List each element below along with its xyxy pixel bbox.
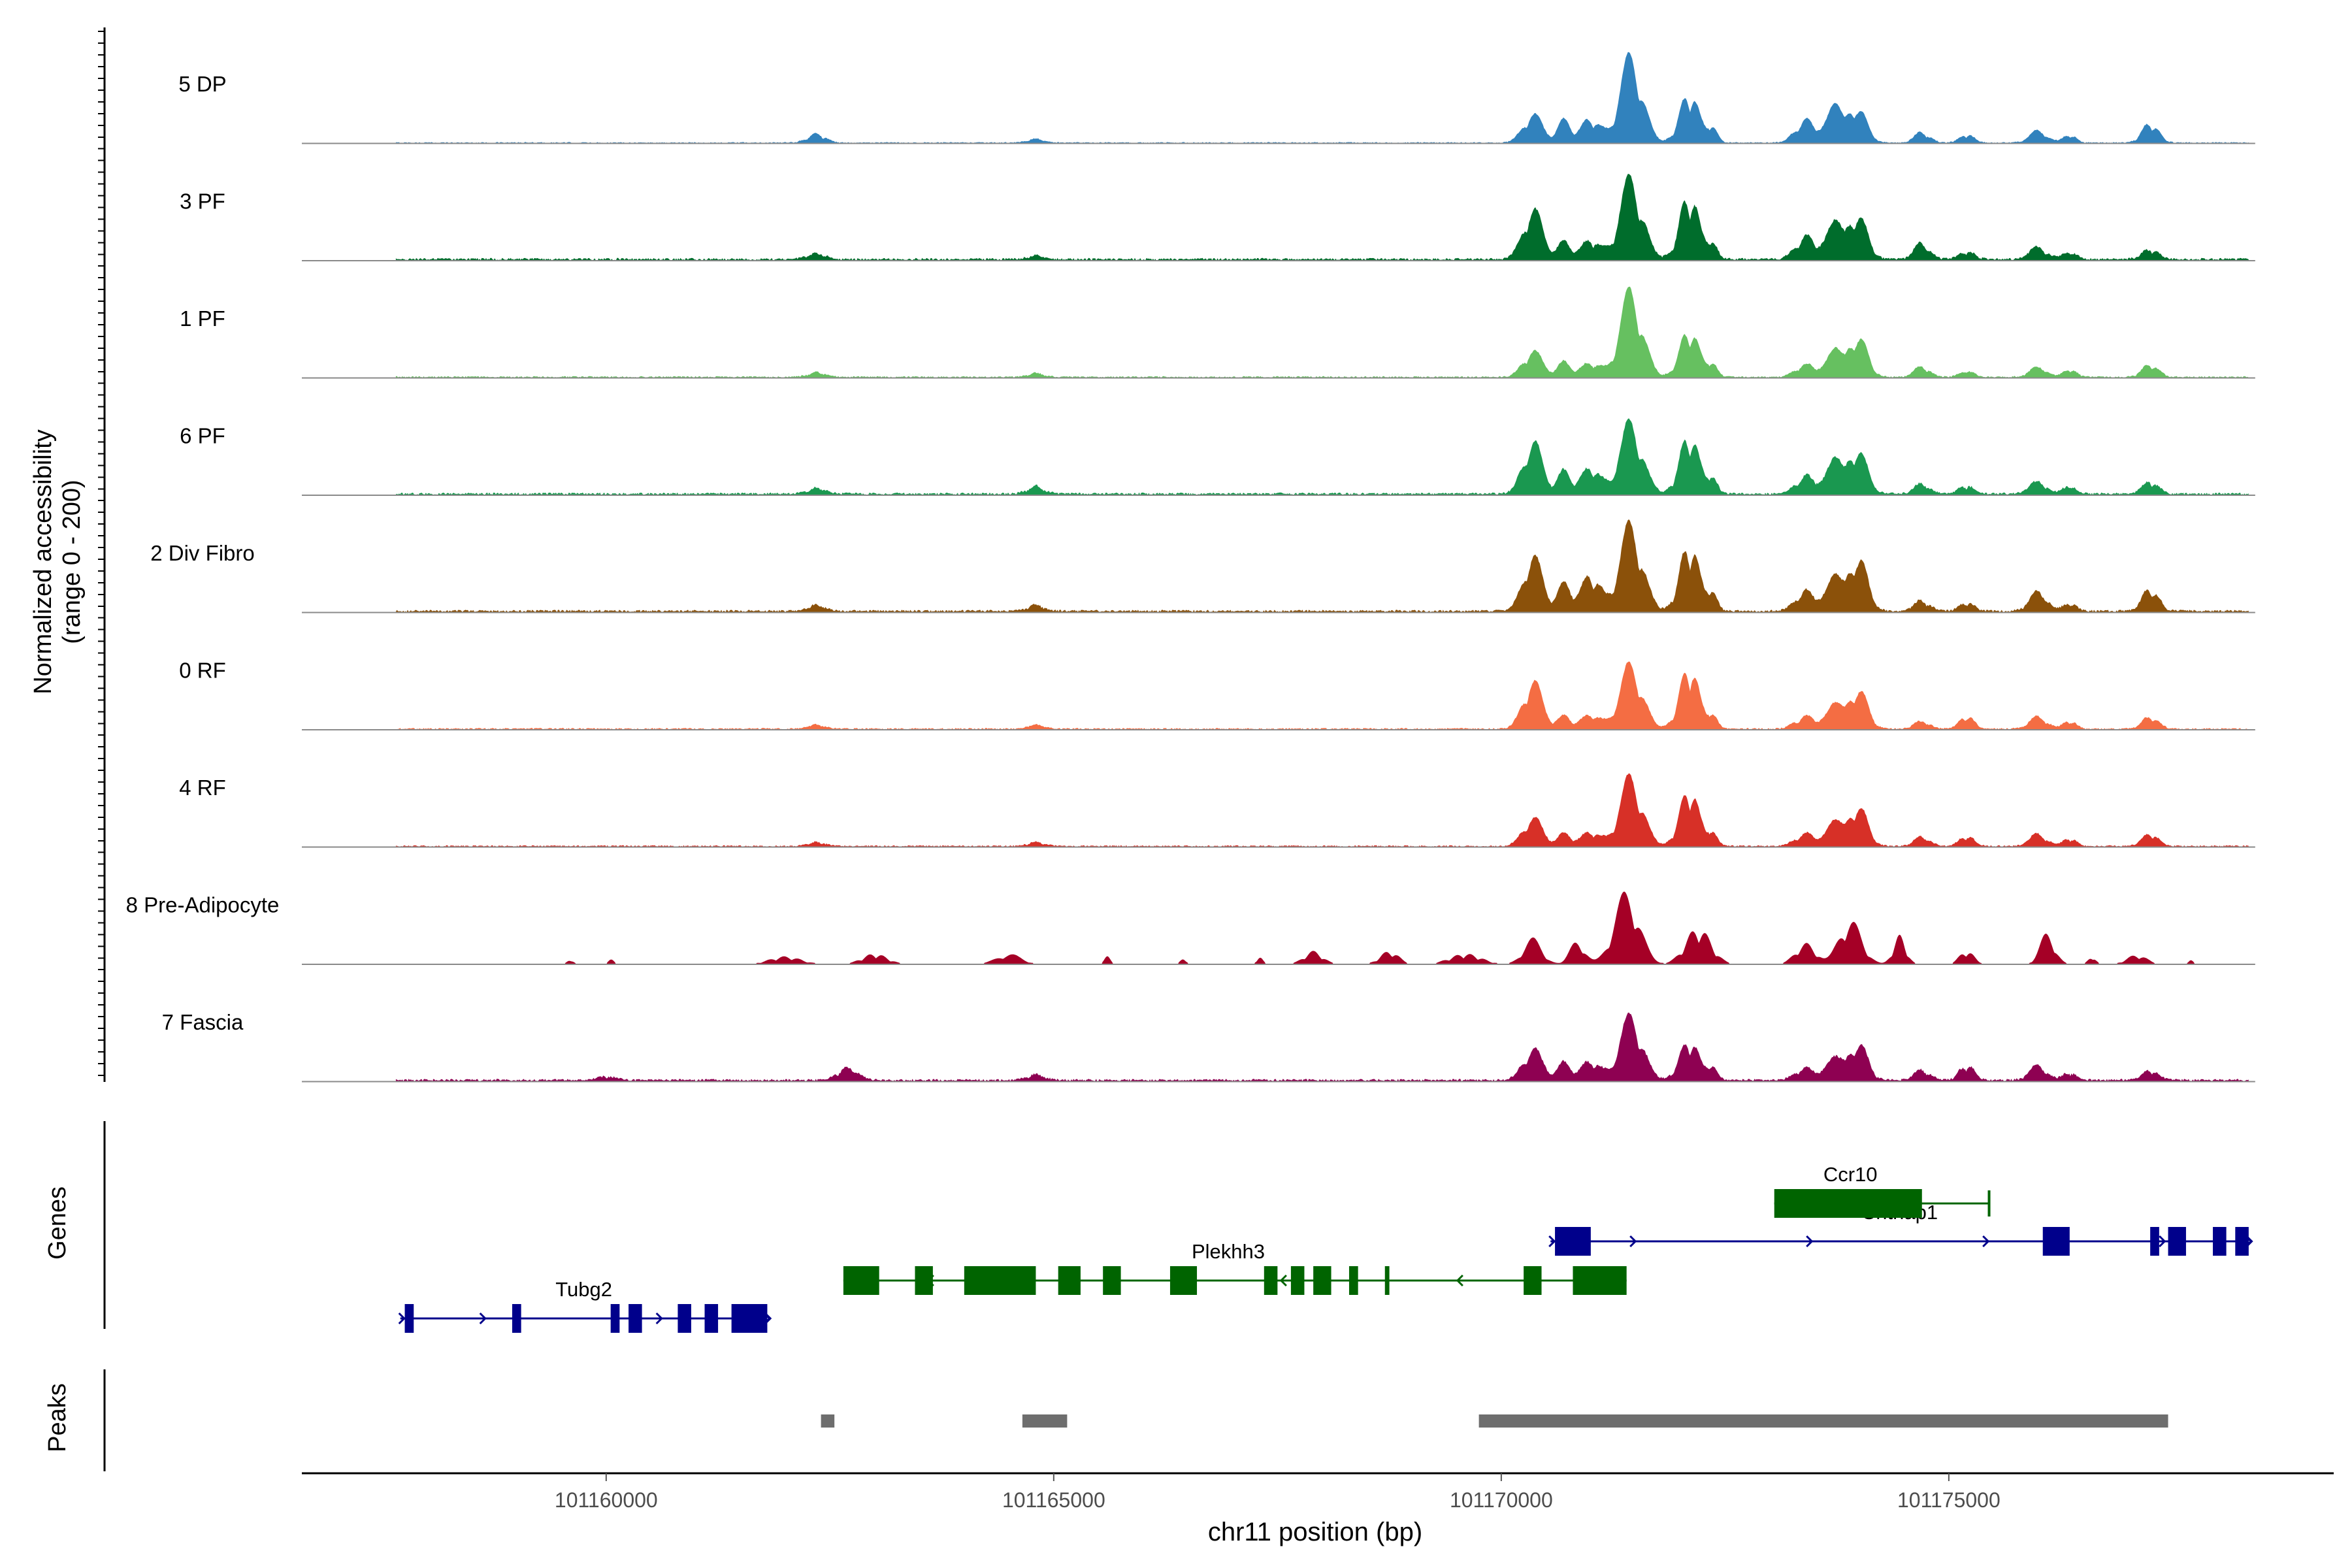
coverage-area: [395, 891, 2249, 964]
gene-plekhh3: Plekhh3: [843, 1240, 1627, 1295]
gene-label: Tubg2: [555, 1278, 612, 1301]
exon: [610, 1304, 620, 1333]
genes-panel: Tubg2 Plekhh3 Cntnap1 Ccr10: [398, 1163, 2253, 1333]
track-5-dp: 5 DP: [178, 52, 2255, 144]
track-3-pf: 3 PF: [180, 174, 2255, 261]
x-tick-label: 101160000: [555, 1488, 658, 1512]
exon: [678, 1304, 691, 1333]
peak-region: [1022, 1414, 1068, 1428]
coverage-area: [395, 52, 2249, 144]
track-label: 8 Pre-Adipocyte: [126, 893, 280, 917]
track-4-rf: 4 RF: [179, 773, 2255, 848]
gene-start-arrow: [1548, 1235, 1556, 1248]
coverage-area: [395, 286, 2249, 378]
exon: [1169, 1266, 1198, 1295]
track-label: 0 RF: [179, 659, 226, 683]
y-axis: [98, 27, 106, 1471]
coverage-area: [395, 1012, 2249, 1082]
track-label: 1 PF: [180, 306, 225, 331]
exon: [1103, 1266, 1121, 1295]
track-0-rf: 0 RF: [179, 659, 2255, 730]
exon: [2150, 1227, 2159, 1256]
exon: [404, 1304, 414, 1333]
exon: [1573, 1266, 1627, 1295]
track-label: 3 PF: [180, 189, 225, 214]
exon: [964, 1266, 1036, 1295]
coverage-area: [395, 174, 2249, 261]
strand-arrow: [655, 1312, 663, 1325]
exon: [1384, 1266, 1390, 1295]
exon: [1555, 1227, 1591, 1256]
strand-arrow: [2159, 1235, 2166, 1248]
exon: [2168, 1227, 2186, 1256]
exon: [704, 1304, 719, 1333]
genes-panel-label: Genes: [44, 1186, 71, 1260]
track-label: 6 PF: [180, 424, 225, 448]
track-8-pre-adipocyte: 8 Pre-Adipocyte: [126, 891, 2255, 965]
exon: [1313, 1266, 1331, 1295]
track-label: 2 Div Fibro: [150, 541, 255, 565]
exon: [843, 1266, 879, 1295]
track-label: 7 Fascia: [162, 1010, 244, 1034]
exon: [2042, 1227, 2070, 1256]
exon: [2213, 1227, 2227, 1256]
exon: [2235, 1227, 2249, 1256]
track-2-div-fibro: 2 Div Fibro: [150, 519, 2255, 613]
exon: [512, 1304, 521, 1333]
exon: [1290, 1266, 1305, 1295]
x-tick-label: 101165000: [1002, 1488, 1105, 1512]
track-label: 5 DP: [178, 72, 226, 96]
strand-arrow: [1629, 1235, 1637, 1248]
gene-label: Ccr10: [1823, 1163, 1878, 1186]
strand-arrow: [1806, 1235, 1814, 1248]
y-axis-title-line1: Normalized accessibility: [29, 429, 57, 694]
peaks-panel: [821, 1414, 2168, 1428]
gene-ccr10: Ccr10: [1774, 1163, 1991, 1218]
exon: [915, 1266, 933, 1295]
exon: [629, 1304, 642, 1333]
coverage-area: [395, 519, 2249, 613]
coverage-area: [395, 418, 2249, 495]
peak-region: [821, 1414, 835, 1428]
track-6-pf: 6 PF: [180, 418, 2255, 496]
exon: [1264, 1266, 1278, 1295]
x-axis-title: chr11 position (bp): [1208, 1518, 1422, 1546]
coverage-area: [395, 773, 2249, 847]
gene-start-arrow: [398, 1312, 406, 1325]
coverage-area: [395, 661, 2249, 730]
strand-arrow: [1279, 1274, 1287, 1287]
strand-arrow: [1456, 1274, 1463, 1287]
gene-label: Plekhh3: [1192, 1240, 1265, 1263]
gene-cntnap1: Cntnap1: [1548, 1201, 2253, 1256]
track-7-fascia: 7 Fascia: [162, 1010, 2255, 1083]
x-axis: 101160000 101165000 101170000 101175000: [302, 1472, 2334, 1512]
exon: [1348, 1266, 1358, 1295]
exon: [1524, 1266, 1542, 1295]
exon: [1774, 1189, 1922, 1218]
coverage-tracks: 5 DP 3 PF 1 PF 6 PF 2 Div Fibro 0 RF 4 RF 8 Pre…: [126, 52, 2255, 1083]
peak-region: [1478, 1414, 2168, 1428]
x-tick-label: 101170000: [1450, 1488, 1553, 1512]
y-axis-title-line2: (range 0 - 200): [58, 480, 86, 644]
strand-arrow: [479, 1312, 487, 1325]
track-label: 4 RF: [179, 776, 226, 800]
exon: [1058, 1266, 1081, 1295]
strand-arrow: [1982, 1235, 1990, 1248]
track-1-pf: 1 PF: [180, 286, 2255, 379]
peaks-panel-label: Peaks: [44, 1383, 71, 1452]
exon: [731, 1304, 768, 1333]
x-tick-label: 101175000: [1897, 1488, 2001, 1512]
gene-tubg2: Tubg2: [398, 1278, 772, 1333]
